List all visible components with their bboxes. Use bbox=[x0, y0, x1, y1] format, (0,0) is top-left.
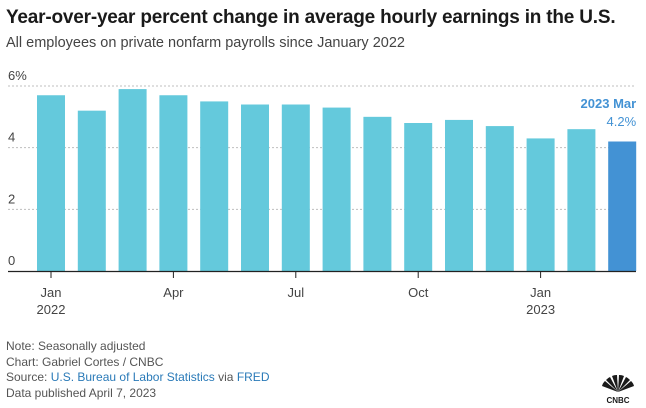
y-tick-label: 4 bbox=[8, 130, 15, 145]
bar bbox=[608, 141, 637, 271]
chart-notes: Note: Seasonally adjusted Chart: Gabriel… bbox=[6, 339, 269, 401]
bar bbox=[322, 107, 351, 271]
logo-text: CNBC bbox=[606, 396, 629, 405]
bar bbox=[526, 138, 555, 271]
bar bbox=[77, 110, 106, 271]
x-tick-label: Jan bbox=[41, 285, 62, 300]
bar bbox=[445, 119, 473, 271]
x-tick-year-label: 2022 bbox=[37, 302, 66, 317]
y-tick-label: 2 bbox=[8, 191, 15, 206]
source-link-fred[interactable]: FRED bbox=[236, 370, 270, 384]
y-tick-label: 0 bbox=[8, 253, 15, 268]
chart-title: Year-over-year percent change in average… bbox=[6, 7, 616, 28]
source-via: via bbox=[214, 370, 237, 384]
published-date: Data published April 7, 2023 bbox=[6, 385, 157, 400]
bar bbox=[241, 104, 269, 271]
bar bbox=[281, 104, 310, 271]
annotation-label: 2023 Mar bbox=[581, 96, 637, 111]
x-tick-label: Apr bbox=[163, 285, 184, 300]
bar-chart: 0 2 4 6% Jan 2022 Apr Jul Oct Jan 2023 2023 Mar 4.2% bbox=[8, 68, 637, 317]
x-tick-label: Jan bbox=[530, 285, 551, 300]
bar bbox=[567, 129, 596, 271]
x-tick-year-label: 2023 bbox=[526, 302, 555, 317]
credit-text: Chart: Gabriel Cortes / CNBC bbox=[6, 354, 164, 369]
source-prefix: Source: bbox=[6, 370, 51, 384]
annotation-value: 4.2% bbox=[607, 114, 637, 129]
bar bbox=[404, 123, 433, 271]
bar bbox=[200, 101, 229, 271]
bar bbox=[118, 89, 147, 271]
chart-subtitle: All employees on private nonfarm payroll… bbox=[6, 35, 405, 51]
source-link-bls[interactable]: U.S. Bureau of Labor Statistics bbox=[50, 370, 215, 384]
x-tick-label: Oct bbox=[408, 285, 429, 300]
bar bbox=[485, 126, 514, 271]
bar bbox=[363, 116, 392, 271]
bar bbox=[37, 95, 65, 271]
y-tick-label: 6% bbox=[8, 68, 27, 83]
cnbc-peacock-logo-icon: CNBC bbox=[602, 374, 634, 405]
bar bbox=[159, 95, 188, 271]
x-tick-label: Jul bbox=[287, 285, 304, 300]
note-text: Note: Seasonally adjusted bbox=[6, 339, 146, 353]
source-line: Source: U.S. Bureau of Labor Statistics … bbox=[6, 370, 269, 386]
